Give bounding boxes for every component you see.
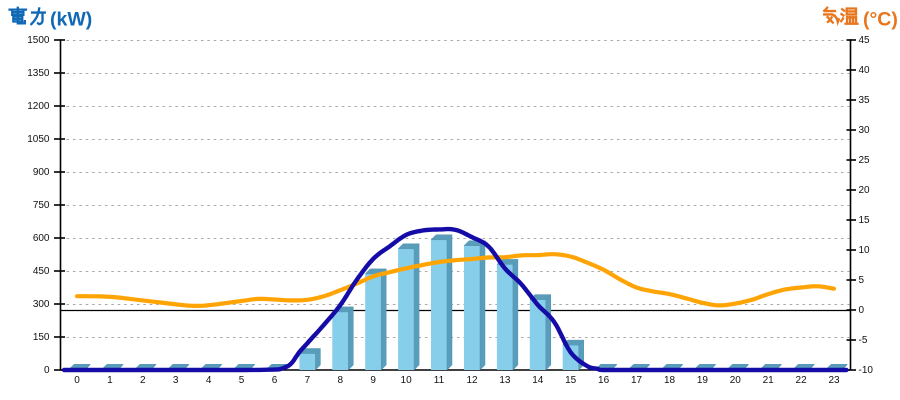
svg-text:750: 750	[33, 200, 50, 211]
svg-text:23: 23	[828, 375, 840, 386]
svg-text:900: 900	[33, 167, 50, 178]
svg-text:13: 13	[499, 375, 511, 386]
svg-text:17: 17	[631, 375, 643, 386]
svg-text:5: 5	[239, 375, 245, 386]
svg-text:18: 18	[664, 375, 676, 386]
svg-text:14: 14	[532, 375, 544, 386]
svg-text:10: 10	[401, 375, 413, 386]
svg-text:4: 4	[206, 375, 212, 386]
svg-text:-5: -5	[859, 335, 868, 346]
svg-text:1200: 1200	[27, 101, 50, 112]
svg-text:1: 1	[107, 375, 113, 386]
svg-text:11: 11	[434, 375, 445, 386]
svg-text:7: 7	[305, 375, 311, 386]
svg-text:21: 21	[763, 375, 775, 386]
svg-text:15: 15	[565, 375, 577, 386]
svg-text:600: 600	[33, 233, 50, 244]
svg-text:20: 20	[730, 375, 742, 386]
svg-text:35: 35	[859, 95, 871, 106]
svg-text:0: 0	[44, 365, 50, 376]
svg-text:5: 5	[859, 275, 865, 286]
svg-text:10: 10	[859, 245, 871, 256]
svg-text:40: 40	[859, 65, 871, 76]
svg-text:22: 22	[796, 375, 808, 386]
svg-text:19: 19	[697, 375, 709, 386]
svg-text:1050: 1050	[27, 134, 50, 145]
svg-text:(°C): (°C)	[863, 9, 898, 31]
svg-text:(kW): (kW)	[50, 9, 92, 31]
svg-text:12: 12	[466, 375, 478, 386]
svg-text:450: 450	[33, 266, 50, 277]
svg-text:-10: -10	[859, 365, 874, 376]
svg-text:15: 15	[859, 215, 871, 226]
svg-text:2: 2	[140, 375, 146, 386]
svg-text:45: 45	[859, 35, 871, 46]
svg-text:300: 300	[33, 299, 50, 310]
svg-text:0: 0	[859, 305, 865, 316]
svg-text:1350: 1350	[27, 68, 50, 79]
svg-text:150: 150	[33, 332, 50, 343]
svg-text:25: 25	[859, 155, 871, 166]
svg-text:1500: 1500	[27, 35, 50, 46]
svg-text:0: 0	[74, 375, 80, 386]
svg-text:9: 9	[370, 375, 376, 386]
svg-text:6: 6	[272, 375, 278, 386]
svg-text:30: 30	[859, 125, 871, 136]
svg-text:16: 16	[598, 375, 610, 386]
svg-text:8: 8	[338, 375, 344, 386]
svg-text:3: 3	[173, 375, 179, 386]
svg-text:20: 20	[859, 185, 871, 196]
